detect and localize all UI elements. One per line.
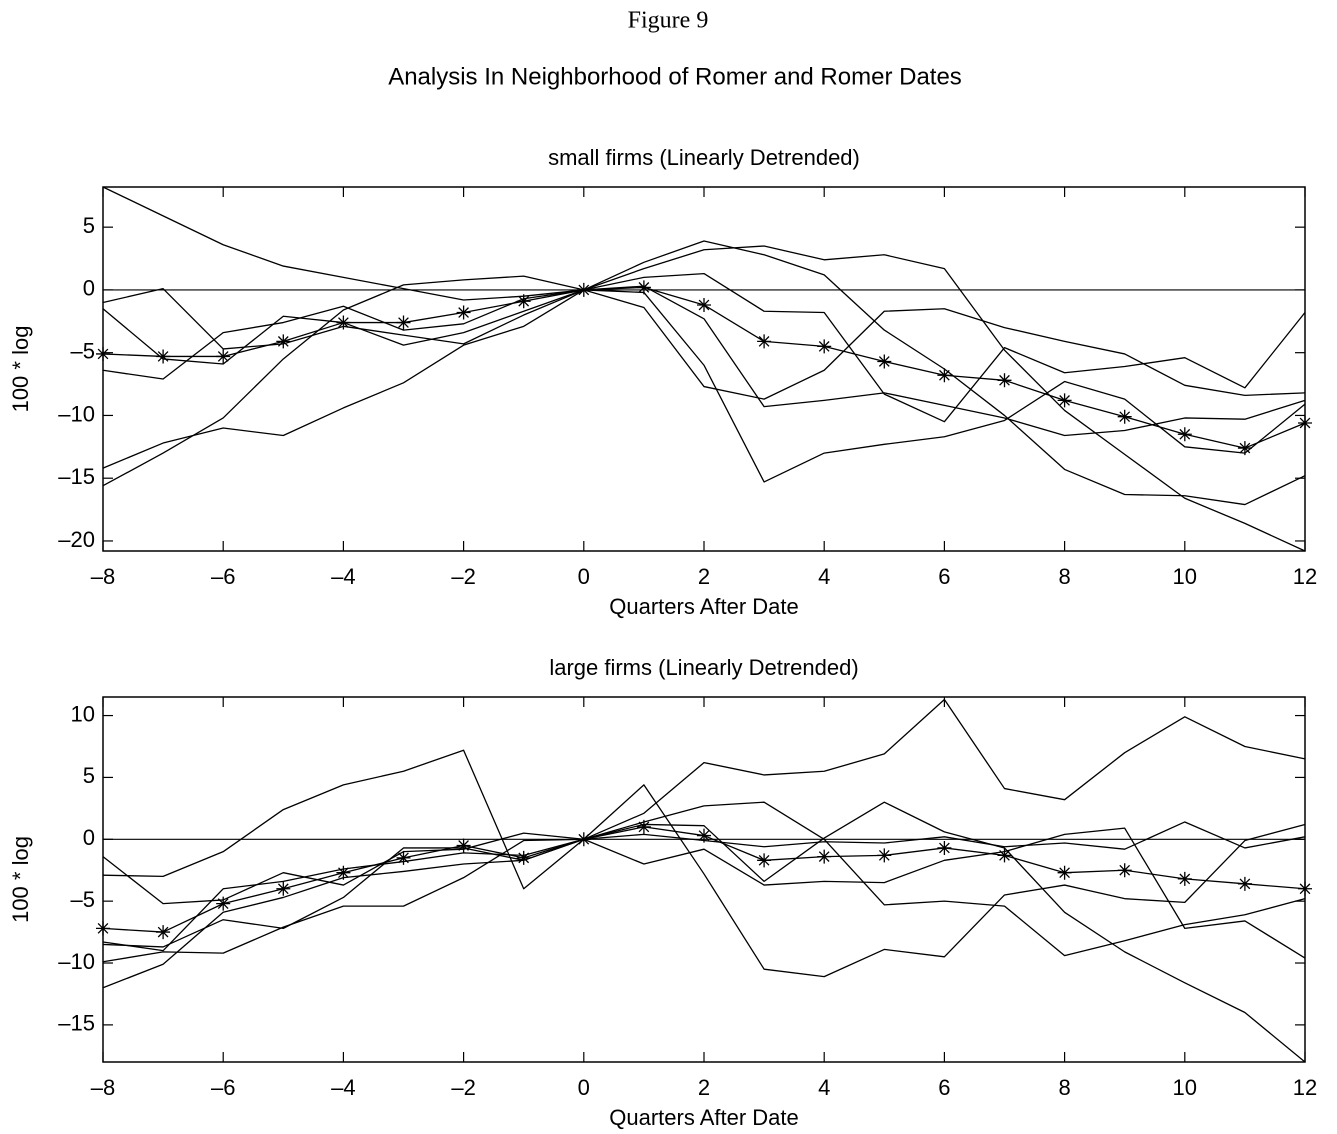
asterisk-marker: [576, 282, 591, 297]
asterisk-marker: [697, 828, 711, 843]
asterisk-marker: [1057, 393, 1072, 408]
asterisk-marker: [937, 840, 952, 855]
subplot-title: large firms (Linearly Detrended): [549, 655, 858, 680]
asterisk-marker: [1298, 881, 1312, 896]
x-tick-label: –6: [211, 1075, 235, 1100]
data-line: [102, 801, 1306, 1063]
asterisk-marker: [276, 881, 291, 896]
asterisk-marker: [456, 305, 471, 320]
y-tick-label: –5: [71, 887, 95, 912]
asterisk-marker: [156, 349, 171, 364]
asterisk-marker: [877, 848, 892, 863]
data-line: [102, 801, 1306, 957]
data-line: [102, 827, 1306, 963]
y-axis-label: 100 * log: [8, 326, 33, 413]
asterisk-marker: [636, 280, 651, 295]
asterisk-marker: [1177, 871, 1192, 886]
data-line: [102, 186, 1306, 423]
y-tick-label: 0: [83, 825, 95, 850]
y-tick-label: –10: [58, 401, 95, 426]
x-tick-label: 6: [938, 564, 950, 589]
x-tick-label: 6: [938, 1075, 950, 1100]
x-tick-label: 2: [698, 564, 710, 589]
data-line: [102, 289, 1306, 483]
asterisk-marker: [276, 334, 291, 349]
y-tick-label: 10: [71, 701, 95, 726]
asterisk-marker: [336, 315, 351, 330]
x-tick-label: –2: [451, 564, 475, 589]
asterisk-marker: [1117, 863, 1132, 878]
x-axis-label: Quarters After Date: [609, 1105, 799, 1130]
asterisk-marker: [1237, 441, 1252, 456]
y-tick-label: 0: [83, 276, 95, 301]
plot-frame: [102, 696, 1306, 1063]
asterisk-marker: [1237, 876, 1252, 891]
x-tick-label: 0: [578, 564, 590, 589]
x-tick-label: 10: [1173, 564, 1197, 589]
y-tick-label: 5: [83, 213, 95, 238]
x-tick-label: 12: [1293, 1075, 1317, 1100]
asterisk-marker: [456, 838, 471, 853]
data-line: [102, 275, 1306, 487]
data-line: [102, 240, 1306, 506]
y-tick-label: –5: [71, 338, 95, 363]
asterisk-marker: [396, 850, 411, 865]
asterisk-marker: [216, 349, 231, 364]
x-tick-label: –8: [91, 564, 115, 589]
x-tick-label: –2: [451, 1075, 475, 1100]
x-tick-label: 4: [818, 564, 830, 589]
asterisk-marker: [877, 354, 892, 369]
asterisk-marker: [636, 819, 651, 834]
asterisk-marker: [516, 850, 531, 865]
y-tick-label: 5: [83, 763, 95, 788]
y-tick-label: –15: [58, 464, 95, 489]
x-tick-label: 12: [1293, 564, 1317, 589]
asterisk-marker: [1057, 865, 1072, 880]
figure-label: Figure 9: [628, 8, 709, 34]
y-axis-label: 100 * log: [8, 836, 33, 923]
data-line: [102, 826, 1306, 933]
asterisk-marker: [96, 346, 110, 361]
asterisk-marker: [697, 297, 711, 312]
subplot-title: small firms (Linearly Detrended): [548, 145, 860, 170]
x-tick-label: –4: [331, 564, 355, 589]
y-tick-label: –15: [58, 1011, 95, 1036]
x-tick-label: –6: [211, 564, 235, 589]
x-tick-label: 10: [1173, 1075, 1197, 1100]
x-tick-label: 4: [818, 1075, 830, 1100]
y-tick-label: –10: [58, 949, 95, 974]
asterisk-marker: [757, 334, 772, 349]
asterisk-marker: [1298, 415, 1312, 430]
asterisk-marker: [216, 896, 231, 911]
data-line: [102, 698, 1306, 890]
asterisk-marker: [336, 865, 351, 880]
asterisk-marker: [1117, 409, 1132, 424]
asterisk-marker: [156, 925, 171, 940]
data-line: [102, 285, 1306, 469]
x-tick-label: 8: [1058, 564, 1070, 589]
asterisk-marker: [516, 294, 531, 309]
x-tick-label: 8: [1058, 1075, 1070, 1100]
asterisk-marker: [96, 921, 110, 936]
asterisk-marker: [937, 368, 952, 383]
asterisk-marker: [757, 853, 772, 868]
y-tick-label: –20: [58, 527, 95, 552]
asterisk-marker: [817, 849, 832, 864]
data-line: [102, 245, 1306, 552]
x-axis-label: Quarters After Date: [609, 594, 799, 619]
asterisk-marker: [997, 848, 1012, 863]
figure-title: Analysis In Neighborhood of Romer and Ro…: [388, 63, 962, 90]
asterisk-marker: [576, 832, 591, 847]
x-tick-label: –4: [331, 1075, 355, 1100]
x-tick-label: –8: [91, 1075, 115, 1100]
asterisk-marker: [396, 315, 411, 330]
asterisk-marker: [997, 373, 1012, 388]
x-tick-label: 2: [698, 1075, 710, 1100]
asterisk-marker: [817, 339, 832, 354]
asterisk-marker: [1177, 427, 1192, 442]
x-tick-label: 0: [578, 1075, 590, 1100]
